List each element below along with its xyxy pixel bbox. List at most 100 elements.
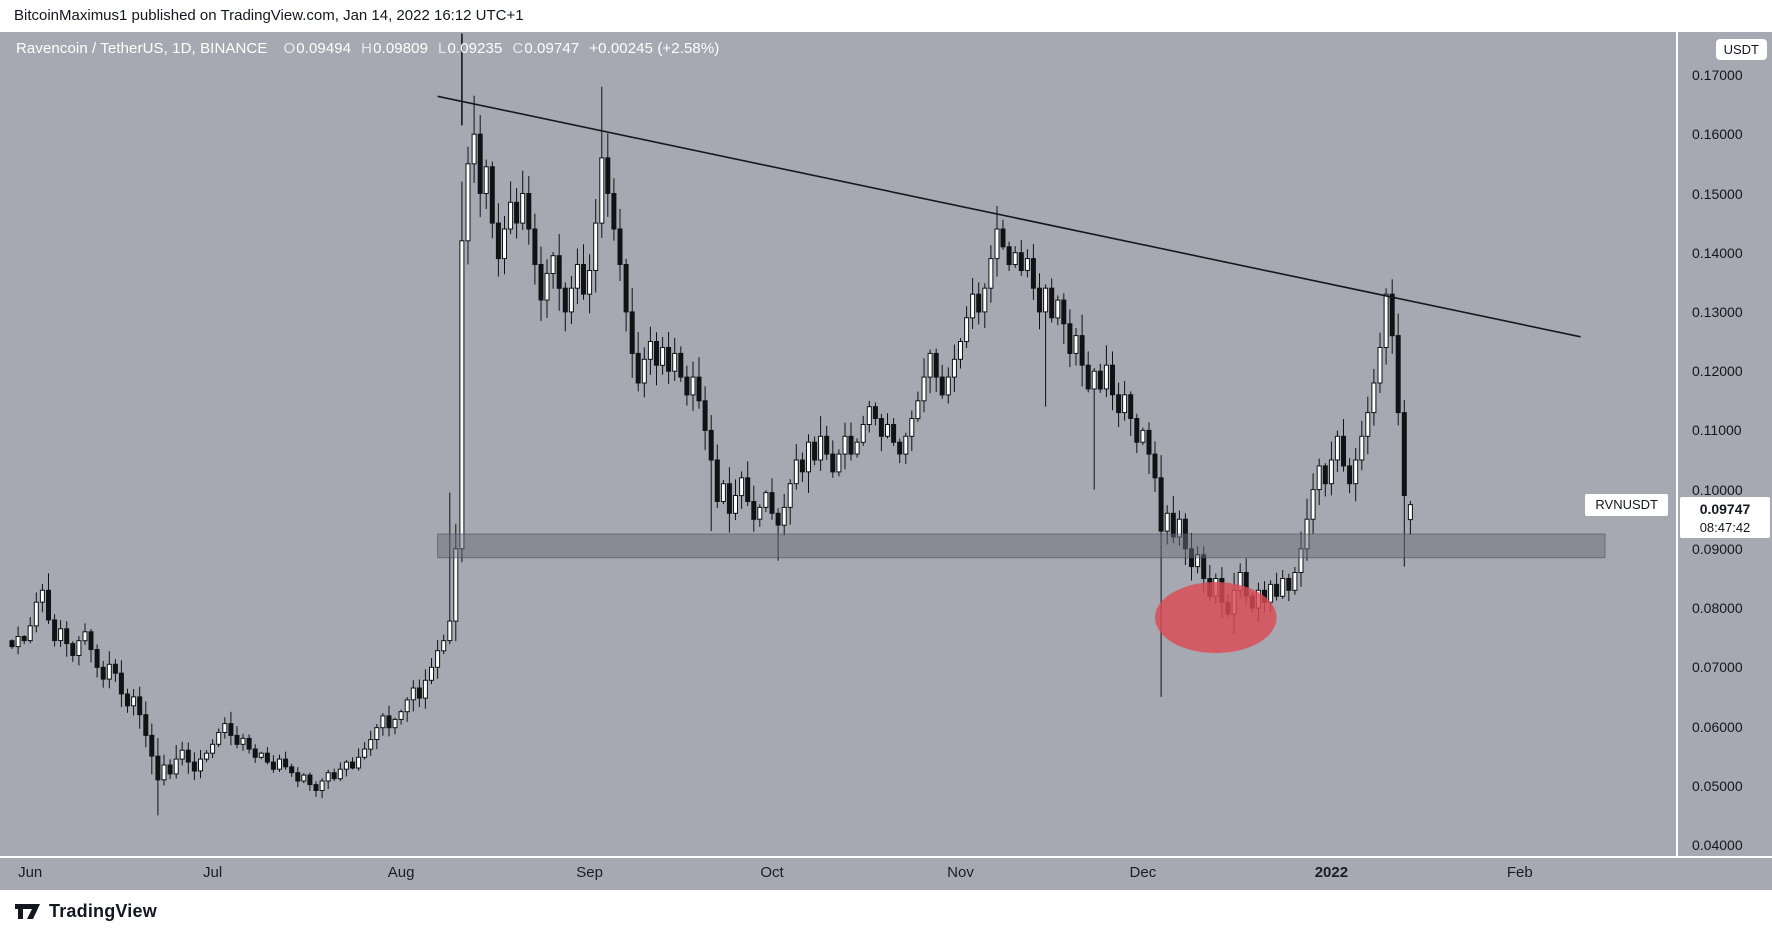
time-axis-label: Dec <box>1129 864 1157 881</box>
tradingview-logo-icon[interactable] <box>14 902 41 921</box>
time-axis-label: Feb <box>1506 864 1533 881</box>
candle-down <box>745 477 751 502</box>
candle-down <box>1049 287 1055 319</box>
candle-down <box>1097 370 1103 390</box>
candle-down <box>726 483 732 514</box>
candle-up <box>951 358 957 378</box>
candle-down <box>1018 252 1024 271</box>
candle-down <box>9 640 15 648</box>
currency-badge[interactable]: USDT <box>1715 39 1767 60</box>
candle-down <box>1079 335 1085 366</box>
price-tick-label: 0.06000 <box>1692 718 1743 735</box>
price-chart-canvas[interactable] <box>0 32 1676 856</box>
candle-up <box>927 352 933 378</box>
candle-up <box>660 347 666 366</box>
candle-up <box>921 376 927 402</box>
candle-up <box>1140 429 1146 443</box>
candle-up <box>380 715 386 729</box>
candle-up <box>1353 459 1359 485</box>
time-axis-label: 2022 <box>1314 864 1349 881</box>
trendline[interactable] <box>437 95 1581 338</box>
candle-up <box>374 727 380 741</box>
candle-down <box>799 459 805 473</box>
candle-down <box>246 737 252 750</box>
chart-legend[interactable]: Ravencoin / TetherUS, 1D, BINANCE O0.0949… <box>16 40 719 57</box>
candle-down <box>611 193 617 230</box>
candle-down <box>1286 578 1292 591</box>
candle-up <box>793 459 799 485</box>
candle-up <box>672 352 678 372</box>
candle-up <box>854 441 860 455</box>
support-zone[interactable] <box>437 533 1606 559</box>
candle-up <box>806 441 811 473</box>
candle-up <box>1043 287 1049 313</box>
chart-area[interactable]: Ravencoin / TetherUS, 1D, BINANCE O0.0949… <box>0 32 1676 856</box>
highlight-ellipse[interactable] <box>1155 582 1277 654</box>
candle-up <box>179 749 185 760</box>
candle-up <box>690 376 696 396</box>
time-axis[interactable]: Jun Jul Aug Sep Oct Nov Dec 2022 Feb <box>0 858 1772 890</box>
candle-down <box>495 222 501 260</box>
candle-up <box>277 758 282 770</box>
candle-down <box>234 734 240 745</box>
candle-up <box>1103 364 1109 390</box>
candle-down <box>118 672 124 695</box>
candle-down <box>848 435 854 455</box>
candle-down <box>295 772 301 782</box>
legend-ohlc-value: 0.09809 <box>373 40 429 57</box>
candle-up <box>1359 435 1365 461</box>
legend-ohlc-label: O <box>283 40 296 57</box>
candle-up <box>161 764 167 781</box>
candle-up <box>106 663 112 680</box>
candle-down <box>1146 429 1152 455</box>
candle-down <box>143 714 149 736</box>
candle-up <box>1012 252 1018 265</box>
candle-down <box>88 631 94 651</box>
price-tick-label: 0.16000 <box>1692 126 1743 143</box>
candle-down <box>1322 465 1328 485</box>
candle-down <box>1158 477 1164 532</box>
candle-down <box>775 512 781 526</box>
candle-down <box>228 723 234 736</box>
candle-down <box>52 619 58 642</box>
candle-down <box>313 784 319 791</box>
overlays-layer <box>437 33 1606 654</box>
candle-up <box>641 358 647 384</box>
axis-separator-horizontal <box>0 856 1772 858</box>
candle-up <box>1164 512 1170 532</box>
candle-up <box>550 255 556 274</box>
price-tick-label: 0.15000 <box>1692 185 1743 202</box>
candle-up <box>1377 347 1383 384</box>
candle-up <box>988 258 994 289</box>
candle-up <box>441 640 447 652</box>
tradingview-wordmark[interactable]: TradingView <box>49 901 157 921</box>
candle-up <box>429 666 434 681</box>
candle-up <box>574 264 580 289</box>
candle-up <box>964 317 970 342</box>
candle-down <box>125 693 130 707</box>
candle-up <box>343 761 349 770</box>
candle-up <box>866 406 872 426</box>
legend-ohlc-value: 0.09235 <box>447 40 503 57</box>
legend-ohlc-label: C <box>512 40 524 57</box>
candle-up <box>739 477 745 497</box>
candle-up <box>453 548 459 622</box>
candle-down <box>94 649 100 668</box>
candle-up <box>447 620 453 642</box>
candle-up <box>459 240 465 550</box>
price-axis[interactable]: USDT 0.09747 08:47:42 0.17000 0.16000 0.15… <box>1678 32 1772 856</box>
candle-up <box>599 157 605 224</box>
candle-down <box>1006 246 1012 266</box>
candle-up <box>1383 293 1389 349</box>
candle-down <box>1389 293 1395 337</box>
candle-up <box>544 272 550 301</box>
candle-down <box>532 228 538 265</box>
last-price-box: 0.09747 08:47:42 <box>1680 496 1770 538</box>
candle-down <box>769 492 775 514</box>
legend-symbol[interactable]: Ravencoin / TetherUS, 1D, BINANCE <box>16 40 268 57</box>
candle-up <box>222 723 228 733</box>
legend-ohlc-value: 0.09747 <box>524 40 580 57</box>
candle-down <box>897 441 903 455</box>
candle-up <box>319 780 325 791</box>
candle-down <box>155 755 161 781</box>
